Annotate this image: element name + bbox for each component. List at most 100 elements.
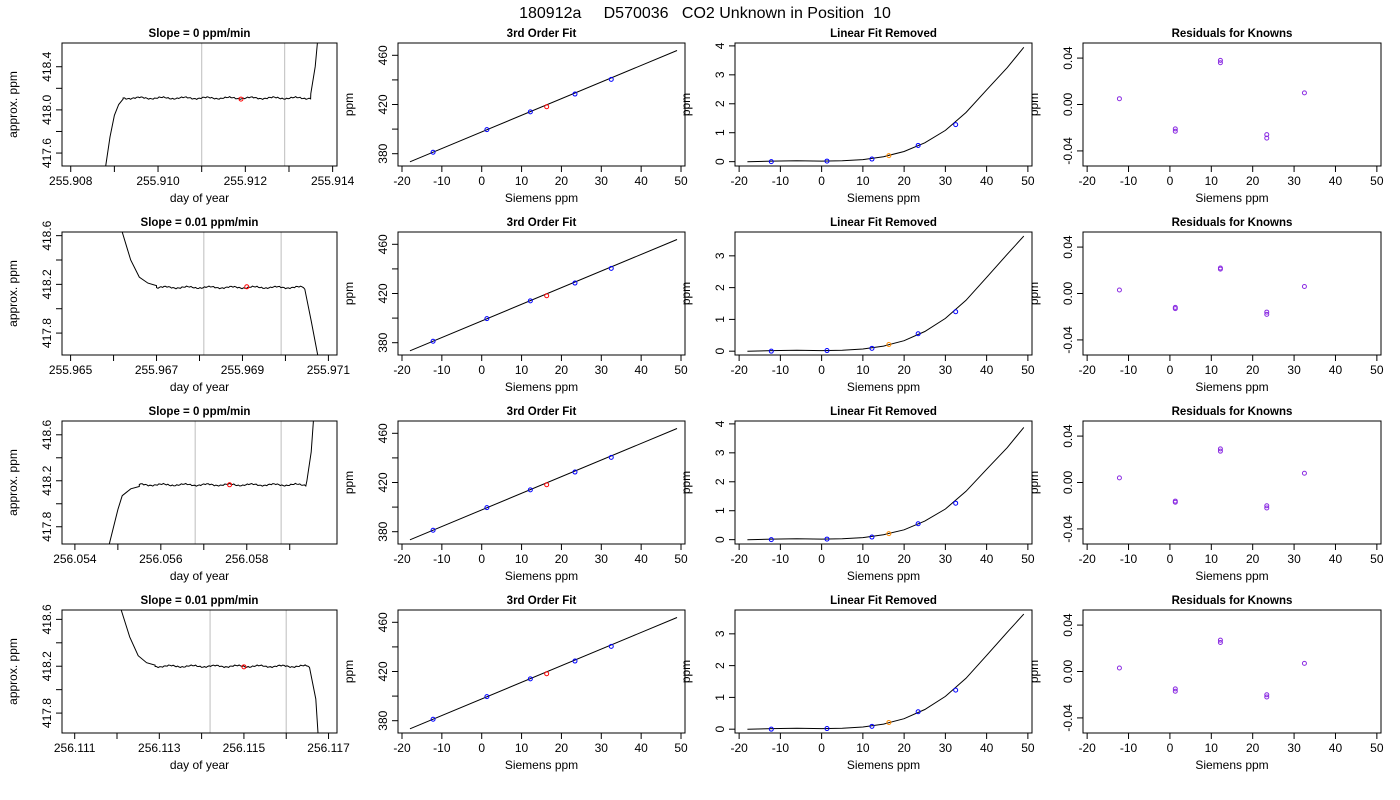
residual-point [1172, 499, 1178, 505]
y-tick-label: 418.4 [40, 51, 54, 81]
plot-area [747, 427, 1025, 543]
panel-title: Slope = 0.01 ppm/min [141, 217, 259, 229]
x-tick-label: 20 [555, 741, 569, 755]
x-tick-label: 50 [1021, 741, 1035, 755]
unknown-point [544, 293, 550, 299]
x-tick-label: -20 [1078, 363, 1096, 377]
x-tick-label: 30 [1287, 552, 1301, 566]
y-axis-label: ppm [342, 282, 356, 305]
panel-1-1: 3rd Order Fit Siemens ppm ppm -20 -10 0 10 20 30… [342, 217, 688, 394]
x-tick-label: 30 [595, 741, 609, 755]
plot-frame [1082, 420, 1382, 545]
panel-title: Residuals for Knowns [1172, 217, 1293, 229]
plot-frame [1082, 231, 1382, 356]
known-point [572, 91, 578, 97]
x-tick-label: -20 [1078, 741, 1096, 755]
x-tick-label: 10 [1205, 363, 1219, 377]
x-tick-label: 0 [818, 174, 825, 188]
plot-frame [1082, 42, 1382, 167]
plot-frame [61, 420, 338, 545]
x-axis-label: Siemens ppm [505, 758, 578, 772]
unknown-marker [241, 664, 247, 670]
y-tick-label: 380 [376, 710, 390, 730]
panel-title: Linear Fit Removed [830, 406, 937, 418]
known-point [572, 469, 578, 475]
plot-area [747, 46, 1025, 165]
x-tick-label: 50 [674, 552, 688, 566]
residual-point [1264, 309, 1270, 315]
residual-point [1264, 135, 1270, 141]
x-tick-label: -10 [433, 552, 451, 566]
plot-area [1116, 637, 1307, 700]
plot-frame [397, 420, 686, 545]
known-point [430, 338, 436, 344]
x-tick-label: 10 [1205, 741, 1219, 755]
y-axis-label: ppm [342, 93, 356, 116]
x-axis-label: Siemens ppm [1195, 191, 1268, 205]
panel-title: Linear Fit Removed [830, 595, 937, 607]
x-tick-label: -10 [433, 363, 451, 377]
y-tick-label: 418.6 [40, 604, 54, 634]
y-tick-label: 420 [376, 472, 390, 492]
x-tick-label: 40 [1329, 741, 1343, 755]
known-point [608, 265, 614, 271]
x-tick-label: 10 [515, 363, 529, 377]
plot-frame [1082, 609, 1382, 734]
x-tick-label: 20 [897, 552, 911, 566]
plot-area [120, 610, 319, 733]
x-tick-label: -20 [1078, 552, 1096, 566]
plot-frame [397, 42, 686, 167]
x-axis-label: Siemens ppm [505, 380, 578, 394]
known-point [484, 316, 490, 322]
x-tick-label: 20 [555, 174, 569, 188]
unknown-point [544, 671, 550, 677]
residual-point [1172, 306, 1178, 312]
x-tick-label: 50 [1021, 174, 1035, 188]
panel-title: Residuals for Knowns [1172, 406, 1293, 418]
residual-point [1116, 475, 1122, 481]
x-tick-label: 10 [515, 741, 529, 755]
y-tick-label: 417.8 [40, 511, 54, 541]
y-axis-label: ppm [679, 471, 693, 494]
x-tick-label: -20 [730, 741, 748, 755]
x-tick-label: 256.113 [138, 741, 181, 755]
x-tick-label: 0 [478, 363, 485, 377]
y-tick-label: 1 [713, 129, 727, 136]
known-point [824, 726, 830, 732]
x-tick-label: 30 [1287, 741, 1301, 755]
y-tick-label: 0 [713, 158, 727, 165]
y-tick-label: 418.2 [40, 465, 54, 495]
y-tick-label: 0 [713, 348, 727, 355]
panel-title: Linear Fit Removed [830, 28, 937, 40]
known-point [824, 536, 830, 542]
known-point [430, 149, 436, 155]
panel-3-2: Linear Fit Removed Siemens ppm ppm -20 -10 0 1… [679, 595, 1035, 772]
plot-area [1116, 446, 1307, 511]
x-tick-label: 0 [1167, 174, 1174, 188]
residual-point [1217, 60, 1223, 66]
unknown-point [886, 342, 892, 348]
x-tick-label: 255.910 [136, 174, 180, 188]
known-point [572, 280, 578, 286]
x-tick-label: -20 [730, 552, 748, 566]
y-tick-label: 4 [713, 420, 727, 427]
x-axis-label: Siemens ppm [1195, 758, 1268, 772]
y-tick-label: 417.8 [40, 698, 54, 728]
residual-point [1172, 126, 1178, 132]
known-point [915, 142, 921, 148]
y-tick-label: 2 [713, 662, 727, 669]
y-axis-label: ppm [1027, 660, 1041, 683]
x-tick-label: 40 [634, 741, 648, 755]
residual-point [1301, 660, 1307, 666]
plot-frame [734, 609, 1033, 734]
x-tick-label: -10 [772, 174, 790, 188]
x-tick-label: 255.971 [307, 363, 351, 377]
x-tick-label: 50 [1370, 174, 1384, 188]
residual-point [1172, 686, 1178, 692]
panel-2-3: Residuals for Knowns Siemens ppm ppm -20 -10… [1027, 406, 1384, 583]
fit-line [409, 50, 678, 163]
y-axis-label: ppm [679, 93, 693, 116]
panel-0-0: Slope = 0 ppm/min day of year approx. ppm 2… [6, 28, 355, 205]
known-point [608, 76, 614, 82]
panel-2-2: Linear Fit Removed Siemens ppm ppm -20 -10 0 1… [679, 406, 1035, 583]
